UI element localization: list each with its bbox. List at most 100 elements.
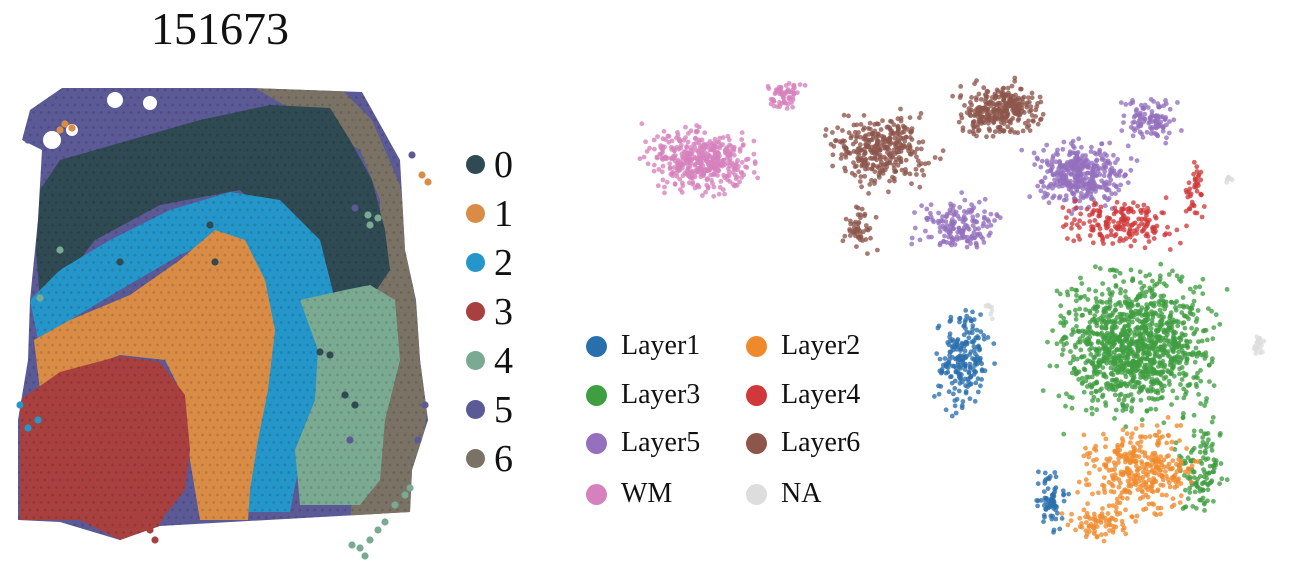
layer6-point (831, 144, 837, 149)
spot-texture (396, 508, 399, 512)
spot-texture (32, 126, 36, 129)
spot-texture (212, 321, 216, 324)
spot-texture (118, 493, 122, 497)
wm-point (722, 191, 727, 197)
spot-texture (18, 216, 21, 219)
spot-texture (309, 126, 313, 129)
spot-texture (366, 253, 369, 257)
spot-texture (88, 298, 92, 302)
spot-texture (156, 508, 159, 512)
spot-texture (103, 208, 107, 212)
spot-texture (193, 508, 197, 512)
spot-texture (197, 351, 201, 354)
spot-texture (249, 231, 253, 234)
spot-texture (238, 178, 242, 182)
spot-texture (291, 538, 294, 540)
spot-texture (362, 411, 366, 414)
spot-texture (268, 433, 272, 437)
spot-texture (336, 163, 339, 167)
spot-texture (414, 321, 418, 324)
layer6-point (977, 112, 983, 118)
spot-texture (287, 426, 291, 429)
spot-texture (294, 246, 298, 249)
spot-texture (403, 133, 407, 137)
spot-texture (407, 126, 411, 129)
wm-point (672, 153, 678, 158)
spot-texture (309, 216, 313, 219)
spot-texture (77, 246, 81, 249)
spot-texture (77, 231, 81, 234)
spot-texture (208, 88, 212, 92)
spot-texture (362, 321, 366, 324)
spot-texture (238, 253, 242, 257)
spot-texture (84, 531, 88, 534)
layer6-point (898, 149, 904, 154)
spot-texture (242, 426, 246, 429)
spot-texture (309, 246, 313, 249)
spot-texture (388, 283, 392, 287)
spot-texture (291, 298, 294, 302)
layer5-point (1027, 194, 1033, 200)
layer5-point (1054, 172, 1060, 178)
spot-texture (201, 118, 204, 122)
spot-texture (313, 268, 317, 272)
spot-texture (21, 193, 24, 197)
spot-texture (73, 208, 77, 212)
spot-texture (73, 373, 77, 377)
spot-texture (351, 343, 354, 347)
layer5-point (1067, 152, 1072, 158)
spot-texture (354, 186, 358, 189)
spot-texture (219, 276, 223, 279)
spot-texture (324, 216, 328, 219)
layer6-point (896, 125, 901, 131)
spot-texture (332, 381, 336, 384)
spot-texture (24, 411, 28, 414)
spot-texture (73, 88, 77, 92)
wm-point (687, 157, 693, 163)
spot-texture (261, 538, 264, 540)
spot-texture (167, 456, 171, 459)
layer5-point (1115, 156, 1120, 162)
spot-texture (186, 478, 189, 482)
spot-texture (272, 321, 276, 324)
spot-texture (354, 246, 358, 249)
spot-texture (219, 366, 223, 369)
spot-texture (28, 343, 32, 347)
spot-texture (58, 388, 62, 392)
spot-texture (302, 96, 306, 99)
spot-texture (418, 208, 422, 212)
layer6-point (823, 133, 828, 139)
spot-texture (174, 171, 178, 174)
wm-point (727, 159, 733, 164)
spot-texture (227, 426, 231, 429)
spot-texture (306, 388, 309, 392)
wm-point (660, 177, 666, 183)
spot-texture (234, 516, 238, 519)
wm-point (720, 135, 726, 140)
spot-texture (14, 134, 17, 137)
spot-texture (347, 336, 351, 339)
spot-texture (313, 238, 317, 242)
spot-texture (201, 133, 204, 137)
wm-point (667, 161, 673, 167)
spot-texture (324, 441, 328, 444)
spot-texture (204, 411, 208, 414)
spot-texture (407, 111, 411, 114)
spot-texture (351, 508, 354, 512)
spot-texture (246, 463, 249, 467)
layer6-point (855, 235, 861, 240)
spot-texture (287, 246, 291, 249)
spot-texture (306, 103, 309, 107)
spot-texture (122, 426, 126, 429)
layer6-point (857, 134, 863, 140)
wm-point (711, 184, 717, 190)
spot-texture (178, 208, 182, 212)
spot-texture (167, 336, 171, 339)
spot-texture (407, 471, 411, 474)
spot-texture (238, 88, 242, 92)
spot-texture (18, 186, 21, 189)
spot-texture (392, 246, 396, 249)
spot-texture (193, 178, 197, 182)
embedding-scatter-plot (637, 75, 1267, 544)
layer5-point (1060, 146, 1066, 152)
